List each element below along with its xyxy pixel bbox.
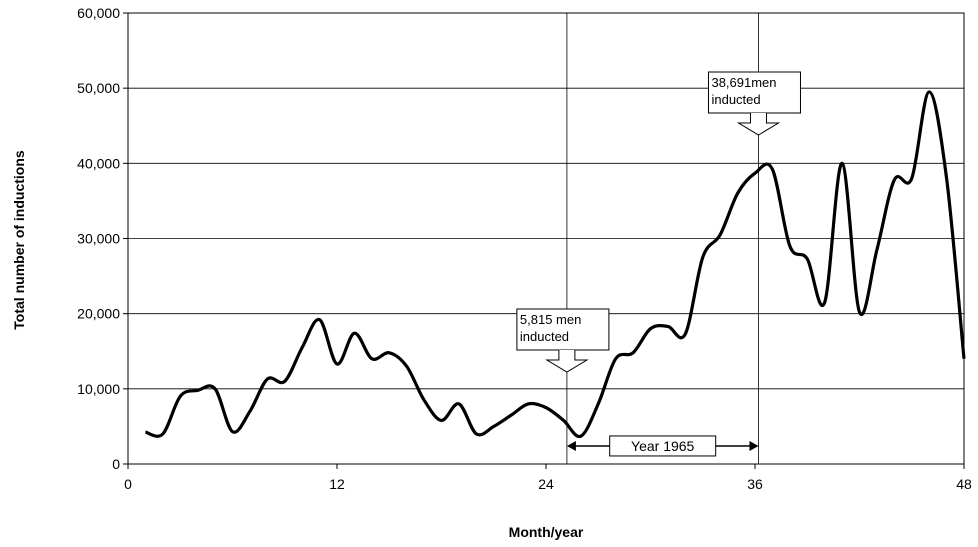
x-axis-label: Month/year [509, 524, 584, 540]
x-tick-label: 48 [956, 476, 972, 492]
callout: 38,691men inducted [707, 71, 801, 136]
y-tick-label: 20,000 [77, 306, 120, 322]
callout-text: 38,691men [711, 75, 776, 90]
span-box [609, 435, 717, 457]
plot-frame [127, 12, 965, 465]
callout-box [516, 308, 610, 351]
y-tick-label: 30,000 [77, 231, 120, 247]
y-tick-label: 60,000 [77, 5, 120, 21]
span-head [749, 440, 759, 451]
callout: 5,815 men inducted [516, 308, 610, 373]
span-head [566, 440, 576, 451]
callout-box [707, 71, 801, 114]
callout-text: inducted [520, 329, 569, 344]
y-tick-label: 10,000 [77, 381, 120, 397]
x-tick-label: 24 [538, 476, 554, 492]
data-line [144, 90, 966, 439]
y-tick-label: 40,000 [77, 155, 120, 171]
x-tick-label: 12 [329, 476, 345, 492]
callout-arrow [736, 113, 781, 136]
span-label: Year 1965 [631, 438, 695, 454]
y-tick-label: 0 [112, 456, 120, 472]
x-tick-label: 0 [124, 476, 132, 492]
span: Year 1965 [566, 435, 759, 457]
x-tick-label: 36 [747, 476, 763, 492]
callout-arrow [545, 350, 589, 373]
y-axis-label: Total number of inductions [11, 150, 27, 330]
y-tick-label: 50,000 [77, 80, 120, 96]
callout-text: 5,815 men [520, 312, 581, 327]
callout-text: inducted [711, 92, 760, 107]
